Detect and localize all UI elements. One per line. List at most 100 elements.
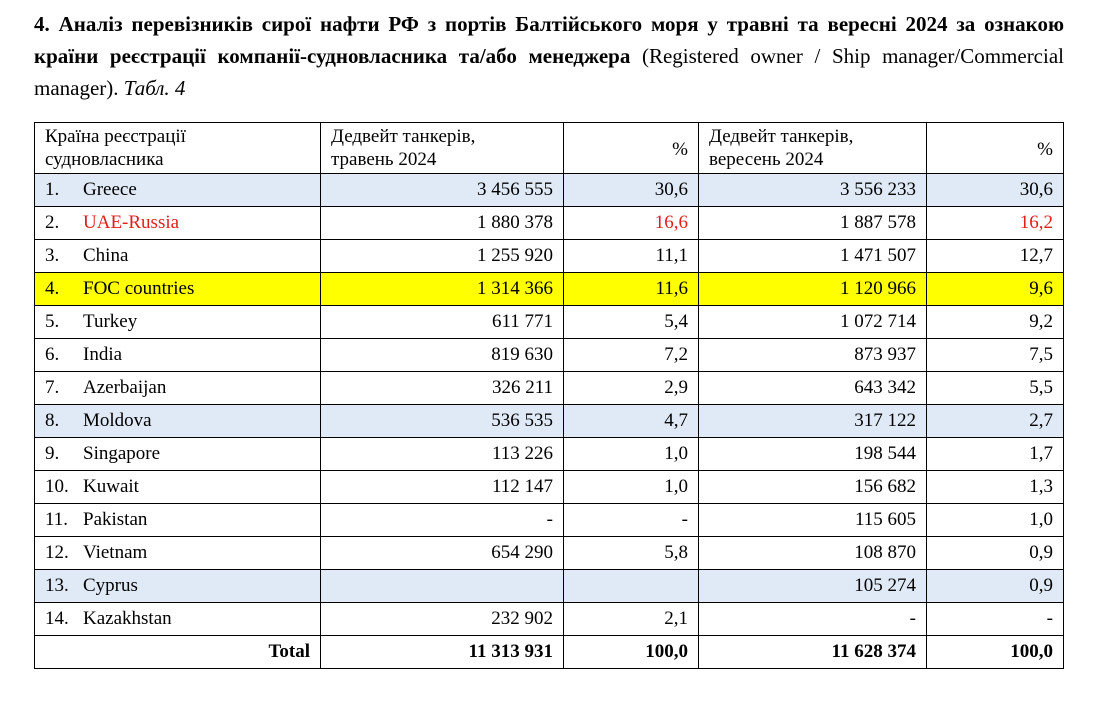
row-number: 4. (45, 278, 60, 299)
country-cell: 5. Turkey (34, 305, 321, 339)
country-name: Azerbaijan (83, 377, 167, 398)
table-row: 6. India 819 630 7,2 873 937 7,5 (34, 338, 1064, 372)
row-number: 6. (45, 344, 60, 365)
table-header: Країна реєстрації судновласника Дедвейт та… (34, 122, 1064, 174)
header-text: Країна реєстрації (45, 126, 186, 147)
dwt-cell: 326 211 (320, 371, 564, 405)
percent-cell: 9,2 (926, 305, 1064, 339)
percent-cell: 11,6 (563, 272, 699, 306)
country-name: FOC countries (83, 278, 195, 299)
dwt-cell: 1 255 920 (320, 239, 564, 273)
total-value: 100,0 (926, 635, 1064, 669)
country-name: China (83, 245, 129, 266)
dwt-cell: 873 937 (698, 338, 927, 372)
country-name: Turkey (83, 311, 138, 332)
row-number: 11. (45, 509, 69, 530)
table-row: 9. Singapore 113 226 1,0 198 544 1,7 (34, 437, 1064, 471)
dwt-cell: 819 630 (320, 338, 564, 372)
dwt-cell: 536 535 (320, 404, 564, 438)
row-number: 14. (45, 608, 69, 629)
dwt-cell: 198 544 (698, 437, 927, 471)
percent-cell: 2,7 (926, 404, 1064, 438)
table-row: 7. Azerbaijan 326 211 2,9 643 342 5,5 (34, 371, 1064, 405)
percent-cell: 12,7 (926, 239, 1064, 273)
row-number: 7. (45, 377, 60, 398)
table-row: 5. Turkey 611 771 5,4 1 072 714 9,2 (34, 305, 1064, 339)
header-text: % (672, 138, 688, 160)
percent-cell: 2,1 (563, 602, 699, 636)
percent-cell: 30,6 (563, 173, 699, 207)
row-number: 10. (45, 476, 69, 497)
country-name: Kuwait (83, 476, 139, 497)
country-name: Pakistan (83, 509, 148, 530)
table-row: 12. Vietnam 654 290 5,8 108 870 0,9 (34, 536, 1064, 570)
country-cell: 2. UAE-Russia (34, 206, 321, 240)
dwt-cell: 1 314 366 (320, 272, 564, 306)
dwt-cell: 115 605 (698, 503, 927, 537)
dwt-cell: 3 456 555 (320, 173, 564, 207)
country-cell: 12. Vietnam (34, 536, 321, 570)
total-row: Total 11 313 931 100,0 11 628 374 100,0 (34, 635, 1064, 669)
country-cell: 13. Cyprus (34, 569, 321, 603)
heading-bold: 4. Аналіз перевізників сирої нафти РФ з … (34, 12, 1064, 68)
dwt-cell: 611 771 (320, 305, 564, 339)
table-row: 13. Cyprus 105 274 0,9 (34, 569, 1064, 603)
dwt-cell: 108 870 (698, 536, 927, 570)
percent-cell: 30,6 (926, 173, 1064, 207)
country-cell: 4. FOC countries (34, 272, 321, 306)
country-cell: 8. Moldova (34, 404, 321, 438)
header-cell: % (563, 122, 699, 174)
country-name: Kazakhstan (83, 608, 172, 629)
percent-cell: 4,7 (563, 404, 699, 438)
table-row: 11. Pakistan - -115 605 1,0 (34, 503, 1064, 537)
total-value: 100,0 (563, 635, 699, 669)
dwt-cell: 3 556 233 (698, 173, 927, 207)
country-name: Vietnam (83, 542, 148, 563)
table-row: 2. UAE-Russia 1 880 378 16,6 1 887 578 16,2 (34, 206, 1064, 240)
table-body: 1. Greece 3 456 555 30,6 3 556 233 30,6 2. UAE-… (34, 173, 1064, 669)
table-row: 8. Moldova 536 535 4,7 317 122 2,7 (34, 404, 1064, 438)
header-cell: Дедвейт танкерів, травень 2024 (320, 122, 564, 174)
dwt-cell: - (698, 602, 927, 636)
header-row: Країна реєстрації судновласника Дедвейт та… (34, 122, 1064, 174)
percent-cell: 16,6 (563, 206, 699, 240)
percent-cell: 9,6 (926, 272, 1064, 306)
header-text: травень 2024 (331, 149, 437, 170)
percent-cell: 11,1 (563, 239, 699, 273)
total-value: 11 313 931 (320, 635, 564, 669)
percent-cell: 5,4 (563, 305, 699, 339)
table-row: 4. FOC countries 1 314 366 11,6 1 120 966 9,6 (34, 272, 1064, 306)
percent-cell: - (563, 503, 699, 537)
percent-cell: 0,9 (926, 536, 1064, 570)
percent-cell: 0,9 (926, 569, 1064, 603)
dwt-cell: 317 122 (698, 404, 927, 438)
percent-cell (563, 569, 699, 603)
heading-normal: (Registered owner / Ship manager/Commerc… (34, 44, 1064, 100)
dwt-cell: 156 682 (698, 470, 927, 504)
heading: 4. Аналіз перевізників сирої нафти РФ з … (34, 8, 1064, 104)
table: Країна реєстрації судновласника Дедвейт та… (34, 122, 1064, 669)
percent-cell: 7,5 (926, 338, 1064, 372)
country-cell: 3. China (34, 239, 321, 273)
dwt-cell: 1 887 578 (698, 206, 927, 240)
dwt-cell: 113 226 (320, 437, 564, 471)
total-label: Total (34, 635, 321, 669)
country-cell: 11. Pakistan (34, 503, 321, 537)
header-text: вересень 2024 (709, 149, 824, 170)
country-name: Singapore (83, 443, 161, 464)
dwt-cell: 105 274 (698, 569, 927, 603)
percent-cell: 5,8 (563, 536, 699, 570)
table-row: 3. China 1 255 920 11,1 1 471 507 12,7 (34, 239, 1064, 273)
row-number: 13. (45, 575, 69, 596)
country-name: UAE-Russia (83, 212, 180, 233)
header-text: судновласника (45, 149, 164, 170)
percent-cell: 5,5 (926, 371, 1064, 405)
country-cell: 14. Kazakhstan (34, 602, 321, 636)
country-cell: 10. Kuwait (34, 470, 321, 504)
row-number: 2. (45, 212, 60, 233)
percent-cell: 1,0 (926, 503, 1064, 537)
dwt-cell: 1 072 714 (698, 305, 927, 339)
country-name: Moldova (83, 410, 152, 431)
table-row: 1. Greece 3 456 555 30,6 3 556 233 30,6 (34, 173, 1064, 207)
